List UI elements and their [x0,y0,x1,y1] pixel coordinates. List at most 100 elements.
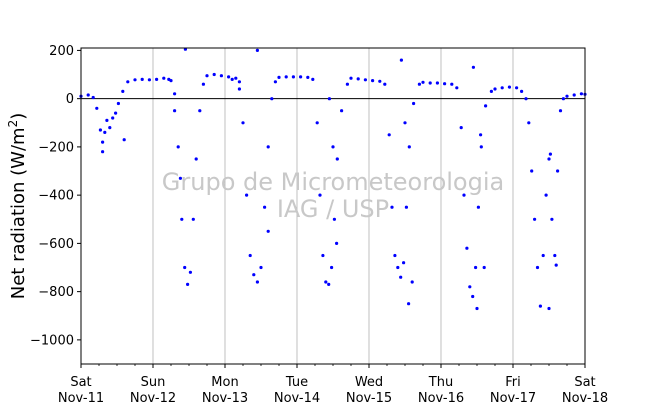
data-point [234,76,238,80]
watermark-line-2: IAG / USP [277,195,389,223]
data-point [173,92,177,96]
data-point [393,253,397,258]
data-point [547,157,551,161]
x-tick-label-date: Nov-15 [346,391,392,406]
data-point [407,145,411,149]
data-point [335,157,339,161]
data-point [345,82,349,86]
y-axis-label-sup: 2 [6,120,20,128]
data-point [205,74,209,78]
data-point [241,121,245,125]
data-point [169,79,173,83]
y-tick-label: −400 [38,189,74,204]
data-point [435,81,439,85]
data-point [471,294,475,299]
data-point [122,138,126,142]
data-point [363,78,367,82]
data-point [356,77,360,81]
data-point [91,95,95,100]
data-point [230,77,234,81]
data-point [140,77,144,81]
data-point [579,92,584,96]
data-point [101,140,105,144]
data-point [327,97,331,101]
x-tick-label-day: Tue [285,375,308,390]
data-point [407,302,411,306]
data-point [489,89,493,93]
data-point [201,82,205,86]
data-point [558,109,563,113]
data-point [474,265,478,270]
data-point [443,82,447,86]
data-point [371,79,375,83]
data-point [500,86,504,90]
data-point [535,265,540,270]
data-point [263,205,267,209]
data-point [252,273,256,277]
x-tick-label-date: Nov-12 [130,391,176,406]
x-tick-label-date: Nov-17 [490,391,536,406]
data-point [266,229,270,233]
data-point [533,217,537,221]
data-point [111,116,115,120]
data-point [284,75,288,79]
data-point [270,97,274,101]
data-point [468,285,472,289]
data-points [79,47,587,311]
data-point [396,265,400,270]
data-point [219,74,223,78]
data-point [108,126,112,130]
data-point [556,169,560,173]
data-point [95,106,99,110]
data-point [103,130,107,134]
y-axis-label-close: ) [8,113,29,120]
data-point [399,275,403,279]
data-point [482,265,486,270]
data-point [520,89,524,93]
data-point [387,133,391,137]
data-point [455,86,459,90]
data-point [194,157,198,161]
data-point [515,86,519,90]
data-point [548,152,553,156]
y-tick-label: −600 [38,237,74,252]
data-point [412,101,416,106]
y-tick-label: 200 [49,44,74,59]
data-point [527,121,531,125]
x-tick-label-date: Nov-16 [418,391,464,406]
data-point [245,193,249,197]
data-point [176,145,180,149]
data-point [327,282,331,286]
data-point [273,80,277,84]
data-point [428,81,432,85]
data-point [162,76,166,80]
data-point [121,89,125,93]
data-point [291,75,295,79]
data-point [255,48,259,53]
data-point [403,121,407,125]
data-point [259,265,263,270]
data-point [116,101,120,106]
data-point [318,193,322,197]
data-point [178,176,182,180]
data-point [155,77,159,81]
data-point [390,205,394,209]
data-point [565,94,569,98]
data-point [554,263,558,267]
data-point [507,85,511,89]
x-tick-label-day: Sat [574,375,595,390]
data-point [493,87,497,91]
data-point [524,97,528,101]
data-point [541,253,545,258]
data-point [349,76,353,80]
y-tick-label: −200 [38,140,74,155]
data-point [465,246,469,250]
data-point [114,111,118,115]
data-point [191,217,195,221]
data-point [330,265,334,270]
x-tick-label-day: Fri [505,375,521,390]
y-tick-label: −800 [38,285,74,300]
data-point [421,80,425,84]
data-point [471,65,475,69]
data-point [550,217,554,221]
